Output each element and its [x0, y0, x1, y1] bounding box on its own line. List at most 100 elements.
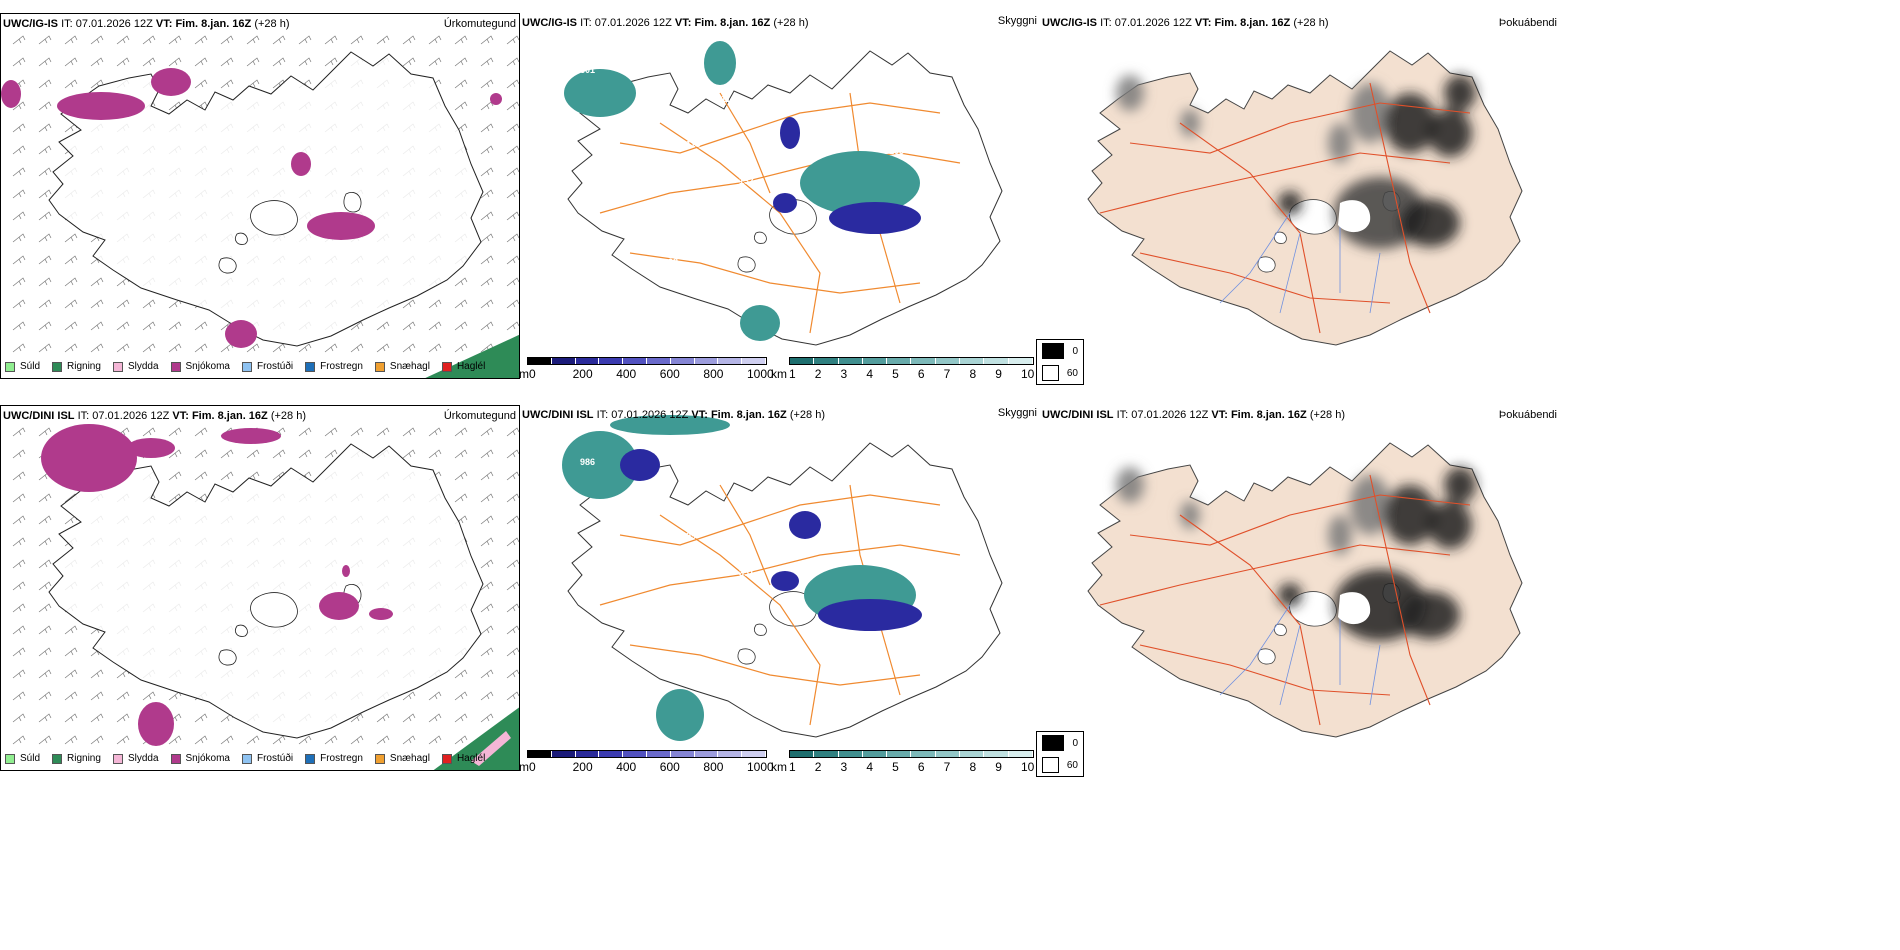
- wind-barb: [168, 57, 182, 67]
- colorbar-swatch: [718, 358, 743, 364]
- visibility-m-colorbar: m 0 200 400 600 800 1000: [519, 357, 774, 381]
- wind-barb: [38, 735, 52, 745]
- wind-barb: [64, 79, 78, 89]
- road: [1099, 544, 1451, 606]
- wind-barb: [402, 427, 416, 437]
- wind-barb: [38, 647, 52, 657]
- wind-barb: [480, 691, 494, 701]
- wind-barb: [480, 449, 494, 459]
- wind-barb: [402, 57, 416, 67]
- colorbar-swatch: [599, 358, 624, 364]
- fog-blob: [1444, 75, 1476, 111]
- colorbar-swatch: [911, 751, 936, 757]
- wind-barb: [402, 735, 416, 745]
- fog-panel-bottom: UWC/DINI ISL IT: 07.01.2026 12Z VT: Fim.…: [1040, 405, 1560, 771]
- cover-swatch-black: [1042, 735, 1065, 751]
- visibility-value-label: 11: [792, 213, 802, 223]
- cover-swatch-white: [1042, 757, 1059, 773]
- colorbar-tick-label: 3: [840, 760, 848, 774]
- legend-swatch: [374, 753, 385, 764]
- wind-barb: [38, 713, 52, 723]
- wind-barb: [12, 713, 26, 723]
- colorbar-swatch: [862, 751, 888, 757]
- wind-barb: [324, 35, 338, 45]
- glacier-outline: [1289, 591, 1337, 627]
- wind-barb: [428, 691, 442, 701]
- wind-barb: [454, 713, 468, 723]
- wind-barb: [246, 471, 260, 481]
- wind-barb: [350, 321, 364, 331]
- wind-barb: [506, 79, 519, 89]
- fog-blob: [1428, 501, 1472, 549]
- wind-barb: [428, 427, 442, 437]
- wind-barb: [64, 321, 78, 331]
- visibility-m-colorbar: m 0 200 400 600 800 1000: [519, 750, 774, 774]
- colorbar-tick-label: 7: [943, 760, 951, 774]
- legend-swatch: [241, 361, 252, 372]
- colorbar-swatch: [838, 358, 863, 364]
- wind-barb: [142, 299, 156, 309]
- wind-barb: [12, 211, 26, 221]
- wind-barb: [12, 145, 26, 155]
- cloud-cover-legend: 0 60: [1036, 731, 1084, 777]
- fog-blob: [1278, 583, 1302, 607]
- wind-barb: [64, 277, 78, 287]
- wind-barb: [64, 669, 78, 679]
- wind-barb: [38, 559, 52, 569]
- fog-blob: [1428, 109, 1472, 157]
- wind-barb: [402, 321, 416, 331]
- colorbar-swatch: [694, 358, 719, 364]
- legend-label: Snæhagl: [389, 753, 430, 764]
- snow-area: [138, 702, 174, 746]
- colorbar-unit: m: [519, 760, 529, 774]
- legend-item: Frostregn: [305, 361, 363, 372]
- wind-barb: [64, 735, 78, 745]
- colorbar-tick-label: 3: [840, 367, 848, 381]
- legend-item: Slydda: [112, 753, 159, 764]
- colorbar-tick-label: 10: [1021, 760, 1035, 774]
- glacier-outline: [1289, 199, 1337, 235]
- wind-barb: [454, 35, 468, 45]
- wind-barb: [12, 343, 26, 353]
- visibility-value-label: 760: [898, 87, 913, 97]
- wind-barb: [350, 343, 364, 353]
- precip-type-panel-bottom: UWC/DINI ISL IT: 07.01.2026 12Z VT: Fim.…: [0, 405, 520, 771]
- wind-barb: [376, 735, 390, 745]
- visibility-value-label: 115: [686, 139, 701, 149]
- colorbar-swatch: [575, 751, 600, 757]
- wind-barb: [246, 35, 260, 45]
- wind-barb: [402, 35, 416, 45]
- wind-barb: [480, 559, 494, 569]
- road: [619, 494, 941, 546]
- visibility-value-label: 245: [792, 605, 807, 615]
- panel-subtitle: Þokuábendi: [1498, 409, 1557, 421]
- road: [629, 252, 921, 294]
- wind-barb: [12, 559, 26, 569]
- wind-barb: [506, 559, 519, 569]
- fog-blob: [1180, 501, 1200, 529]
- wind-barb: [12, 299, 26, 309]
- legend-label: Haglél: [456, 361, 486, 372]
- wind-barb: [194, 57, 208, 67]
- colorbar-tick-label: 8: [969, 760, 977, 774]
- wind-barb: [428, 57, 442, 67]
- glacier-outline: [754, 231, 767, 244]
- wind-barb: [480, 57, 494, 67]
- wind-barb: [480, 603, 494, 613]
- colorbar-swatch: [960, 358, 985, 364]
- colorbar-swatches: [527, 750, 767, 758]
- wind-barb: [38, 57, 52, 67]
- wind-barb: [506, 189, 519, 199]
- wind-barb: [220, 471, 234, 481]
- cover-swatch-black: [1042, 343, 1065, 359]
- wind-barb: [324, 57, 338, 67]
- wind-barb: [480, 669, 494, 679]
- fog-map: [1087, 442, 1523, 738]
- wind-barb: [402, 449, 416, 459]
- wind-barb: [90, 57, 104, 67]
- visibility-map: 301 11 115 137 11 10 760 392 196 109 11 196 105 105 15…: [564, 41, 1003, 346]
- fog-map: [1087, 50, 1523, 346]
- wind-barb: [90, 669, 104, 679]
- glacier-clear: [1338, 592, 1371, 625]
- colorbar-unit: km: [771, 367, 787, 381]
